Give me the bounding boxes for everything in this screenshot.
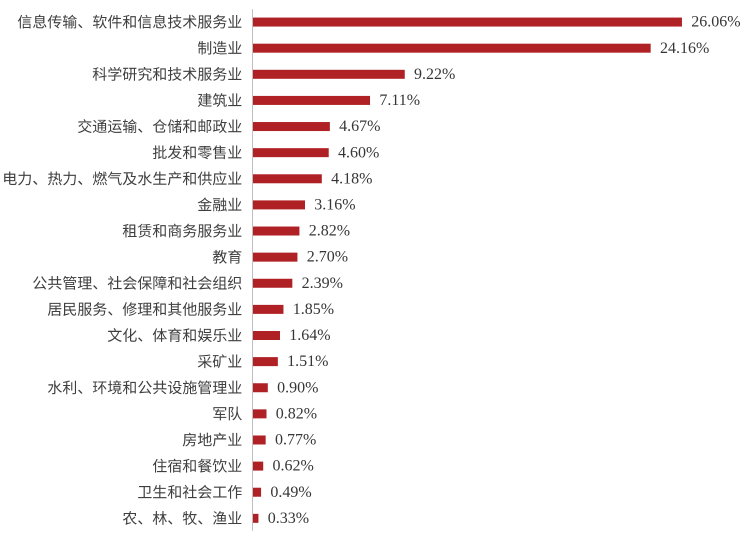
svg-text:9.22%: 9.22% [414,66,455,83]
svg-text:2.39%: 2.39% [302,275,343,292]
svg-text:26.06%: 26.06% [691,14,740,31]
svg-text:1.85%: 1.85% [293,301,334,318]
svg-text:4.60%: 4.60% [338,144,379,161]
svg-text:0.33%: 0.33% [268,510,309,527]
svg-text:0.77%: 0.77% [275,432,316,449]
svg-text:0.90%: 0.90% [277,379,318,396]
svg-text:3.16%: 3.16% [314,197,355,214]
svg-text:2.70%: 2.70% [307,249,348,266]
svg-text:0.82%: 0.82% [276,405,317,422]
svg-text:1.64%: 1.64% [289,327,330,344]
svg-text:2.82%: 2.82% [309,223,350,240]
svg-text:1.51%: 1.51% [287,353,328,370]
svg-text:0.49%: 0.49% [270,484,311,501]
svg-text:4.67%: 4.67% [339,118,380,135]
svg-text:4.18%: 4.18% [331,170,372,187]
svg-text:0.62%: 0.62% [273,458,314,475]
svg-text:24.16%: 24.16% [660,40,709,57]
svg-text:7.11%: 7.11% [379,92,420,109]
